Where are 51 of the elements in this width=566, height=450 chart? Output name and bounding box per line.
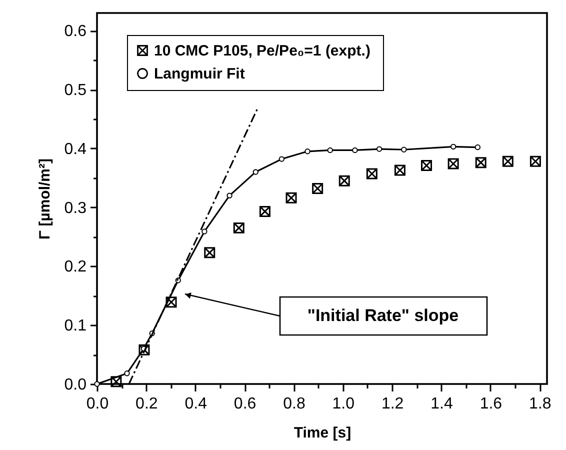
point [124, 370, 130, 376]
x-tick-label: 1.8 [529, 396, 552, 412]
point [448, 158, 459, 170]
x-tick-label: 0.2 [136, 396, 158, 412]
point [530, 156, 541, 167]
point [166, 296, 177, 308]
x-tick-label: 0.0 [86, 396, 109, 412]
x-axis-title: Time [s] [294, 424, 352, 442]
point [252, 169, 258, 175]
point [204, 247, 216, 258]
annotation: "Initial Rate" slope [307, 306, 459, 325]
point [233, 222, 244, 234]
x-tick-label: 0.8 [283, 396, 306, 412]
x-tick-label: 1.6 [480, 396, 502, 412]
point [474, 144, 480, 150]
point [352, 147, 358, 154]
point [327, 147, 333, 154]
point [94, 381, 100, 387]
x-tick-label: 1.0 [332, 396, 355, 412]
x-tick-label: 0.4 [184, 396, 208, 412]
y-axis-title: Γ [µmol/m²] [36, 158, 54, 240]
point [421, 160, 432, 172]
y-tick-label: 0.5 [64, 82, 87, 100]
point [502, 156, 514, 167]
legend-label: Langmuir Fit [154, 66, 245, 82]
point [450, 144, 456, 150]
y-tick-label: 0.1 [64, 318, 87, 335]
x-tick-label: 0.6 [234, 396, 256, 412]
y-tick-label: 0.3 [64, 200, 87, 217]
y-tick-label: 0.4 [64, 140, 87, 158]
point [376, 146, 382, 152]
point [110, 376, 122, 388]
point [338, 175, 350, 186]
point [366, 168, 378, 180]
point [138, 344, 150, 356]
point [304, 148, 310, 154]
y-tick-label: 0.2 [64, 258, 87, 276]
point [394, 164, 406, 176]
point [259, 206, 270, 217]
y-tick-label: 0.6 [64, 23, 87, 40]
point [202, 228, 208, 234]
point [401, 146, 407, 152]
legend-label: 10 CMC P105, Pe/Pe₀=1 (expt.) [154, 42, 370, 60]
x-tick-label: 1.2 [381, 396, 404, 412]
point [312, 182, 324, 194]
point [226, 192, 232, 198]
point [475, 157, 486, 168]
x-tick-label: 1.4 [430, 396, 453, 412]
point [278, 156, 285, 162]
y-tick-label: 0.0 [64, 376, 87, 394]
point [286, 192, 297, 204]
